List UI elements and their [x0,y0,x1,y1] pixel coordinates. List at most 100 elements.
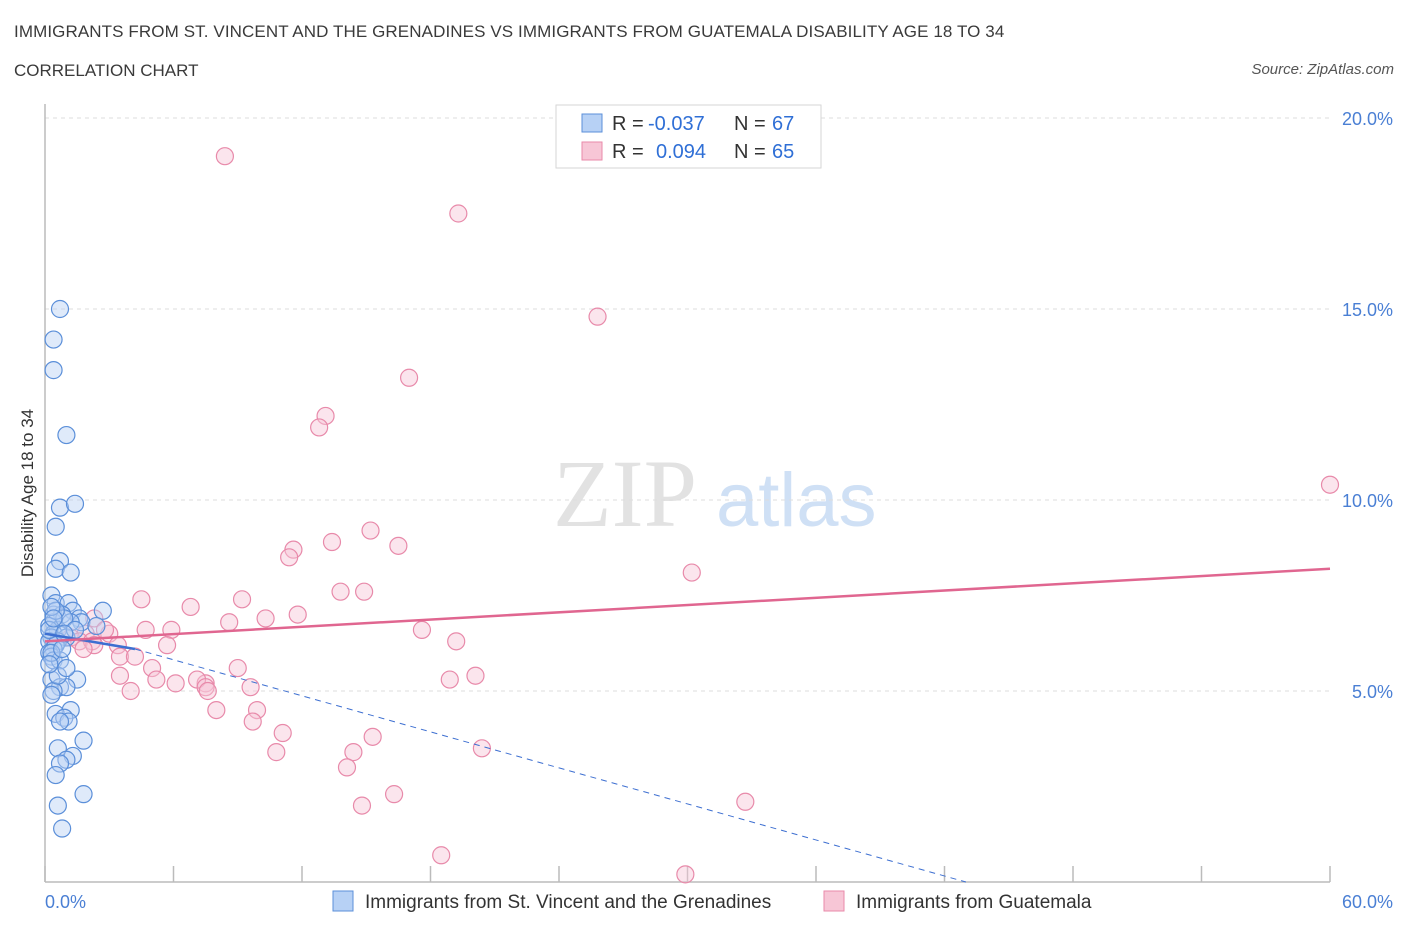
data-point [363,727,382,746]
data-point [280,548,299,567]
legend-r-value-1: -0.037 [648,113,705,135]
data-point [147,670,166,689]
data-point [121,681,140,701]
data-point [344,743,363,762]
data-point [412,620,432,639]
data-point [1320,475,1340,494]
data-point [72,613,91,632]
data-point [157,636,177,655]
data-point [331,582,350,601]
legend-n-label-1: N = [734,113,766,135]
data-point [220,613,239,632]
trendline-st-vincent-dashed [134,648,967,883]
data-point [162,620,181,639]
chart-subtitle: CORRELATION CHART [14,61,199,80]
data-point [361,521,380,540]
x-tick-label-max: 60.0% [1342,892,1393,912]
data-point [399,368,419,387]
data-point [247,700,267,720]
data-point [46,559,65,578]
chart-title: IMMIGRANTS FROM ST. VINCENT AND THE GREN… [14,22,1005,41]
series-guatemala-points [61,147,1340,884]
data-point [74,731,93,750]
bottom-legend-label-guatemala: Immigrants from Guatemala [856,892,1092,913]
data-point [42,597,61,617]
data-point [352,796,372,815]
data-point [432,846,451,865]
data-point [273,723,292,743]
y-tick-label: 5.0% [1352,682,1393,702]
data-point [736,792,755,811]
data-point [472,739,491,758]
watermark-zip: ZIP [553,440,697,547]
data-point [181,597,200,617]
data-point [355,582,374,601]
data-point [447,632,466,651]
data-point [449,204,468,223]
data-point [243,712,262,731]
data-point [50,712,70,731]
bottom-legend-swatch-blue [332,890,354,912]
correlation-legend: R = -0.037 N = 67 R = 0.094 N = 65 [555,104,822,169]
data-point [44,330,63,349]
data-point [46,517,65,536]
data-point [44,361,63,380]
bottom-legend-label-st-vincent: Immigrants from St. Vincent and the Gren… [365,892,771,913]
legend-r-label-2: R = [612,141,644,163]
watermark-atlas: atlas [716,458,877,543]
data-point [288,605,307,624]
data-point [232,590,252,609]
data-point [132,590,151,609]
data-point [466,666,485,685]
data-point [588,307,607,326]
data-point [310,418,329,437]
data-point [228,658,247,678]
series-legend: Immigrants from St. Vincent and the Gren… [332,890,1092,913]
data-point [61,563,80,582]
data-point [337,758,357,777]
legend-r-label-1: R = [612,113,644,135]
data-point [110,647,130,666]
data-point [142,658,162,678]
x-ticks [44,866,1331,882]
trendline-guatemala [44,567,1331,643]
data-point [136,620,155,639]
data-point [241,678,260,697]
data-point [65,494,85,513]
data-point [53,639,72,659]
data-point [74,639,93,659]
data-point [322,532,342,552]
data-point [256,609,275,628]
legend-n-value-1: 67 [772,113,794,135]
series-st-vincent-points [40,299,112,838]
data-point [215,147,234,166]
legend-n-label-2: N = [734,141,766,163]
y-tick-label: 10.0% [1342,491,1393,511]
data-point [57,425,76,445]
data-point [57,658,76,678]
y-tick-label: 20.0% [1342,109,1393,129]
data-point [207,700,226,720]
data-point [50,498,70,517]
data-point [53,819,72,838]
data-point [50,299,70,319]
bottom-legend-swatch-pink [823,890,845,912]
y-tick-label: 15.0% [1342,300,1393,320]
data-point [42,643,61,662]
data-point [682,563,701,582]
data-point [110,666,130,685]
data-point [267,743,286,762]
data-point [48,796,67,815]
data-point [40,655,59,674]
data-point [44,609,63,628]
data-point [198,681,217,701]
data-point [42,685,61,704]
legend-n-value-2: 65 [772,141,794,163]
trendline-st-vincent [44,632,136,651]
data-point [166,674,185,693]
data-point [125,647,145,666]
data-point [87,616,106,636]
data-point [389,536,408,555]
data-point [384,785,404,804]
legend-r-value-2: 0.094 [656,141,706,163]
